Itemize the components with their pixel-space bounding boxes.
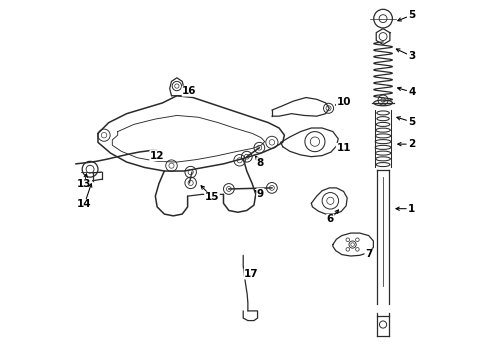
Text: 17: 17 bbox=[244, 269, 259, 279]
Text: 12: 12 bbox=[150, 150, 164, 161]
Text: 3: 3 bbox=[408, 51, 416, 61]
Text: 14: 14 bbox=[77, 199, 92, 210]
Text: 1: 1 bbox=[408, 204, 416, 214]
Text: 11: 11 bbox=[336, 143, 351, 153]
Text: 15: 15 bbox=[205, 192, 219, 202]
Text: 5: 5 bbox=[408, 117, 416, 127]
Text: 5: 5 bbox=[408, 10, 416, 20]
Text: 8: 8 bbox=[257, 158, 264, 168]
Text: 9: 9 bbox=[257, 189, 264, 199]
Text: 13: 13 bbox=[77, 179, 92, 189]
Text: 7: 7 bbox=[365, 249, 372, 259]
Text: 10: 10 bbox=[336, 97, 351, 107]
Text: 2: 2 bbox=[408, 139, 416, 149]
Text: 16: 16 bbox=[182, 86, 196, 96]
Text: 6: 6 bbox=[327, 215, 334, 224]
Text: 4: 4 bbox=[408, 87, 416, 97]
